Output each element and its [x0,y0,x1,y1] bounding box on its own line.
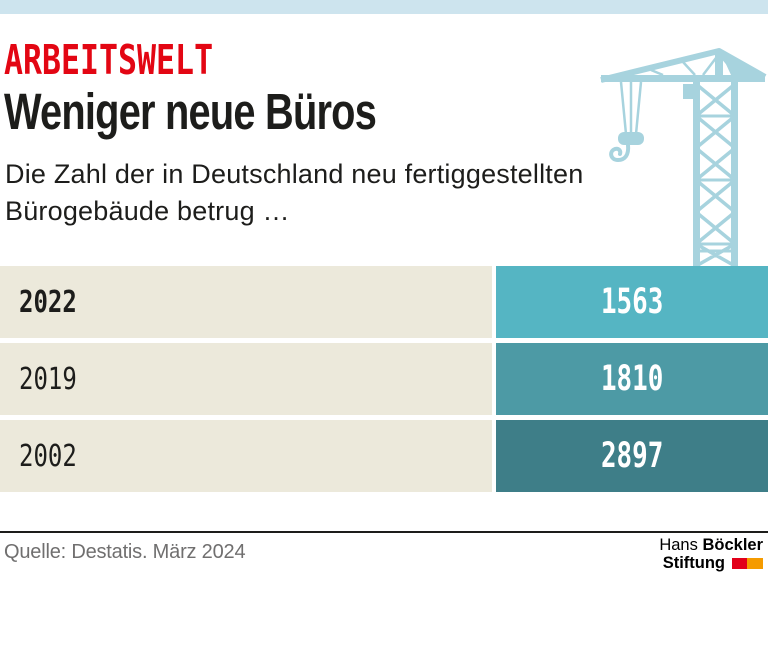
year-label-cell: 2019 [0,343,492,415]
logo-color-mark-icon [732,557,763,569]
kicker-text: ARBEITSWELT [4,36,214,84]
value-bar: 1563 [496,266,768,338]
page-title-text: Weniger neue Büros [4,83,377,140]
bar-value: 2897 [600,436,664,476]
bar-chart: 2022 1563 2019 1810 2002 2897 [0,266,768,497]
value-bar: 1810 [496,343,768,415]
subtitle: Die Zahl der in Deutschland neu fertigge… [5,156,583,230]
value-bar: 2897 [496,420,768,492]
chart-row-2002: 2002 2897 [0,420,768,492]
hans-boeckler-stiftung-logo: Hans Böckler Stiftung [659,536,763,572]
construction-crane-icon [600,48,767,266]
page-title: Weniger neue Büros [4,83,481,140]
bar-value: 1810 [600,359,664,399]
year-label-cell: 2022 [0,266,492,338]
logo-red-block [732,557,747,569]
logo-name-bold: Böckler [702,536,763,554]
logo-name-line: Hans Böckler [659,536,763,554]
chart-row-2019: 2019 1810 [0,343,768,415]
kicker-label: ARBEITSWELT [4,36,276,84]
bar-value: 1563 [600,282,664,322]
subtitle-line2: Bürogebäude betrug … [5,196,290,226]
chart-row-2022: 2022 1563 [0,266,768,338]
logo-stiftung-line: Stiftung [659,554,763,572]
year-label: 2019 [19,361,77,397]
year-label: 2002 [19,438,77,474]
year-label-cell: 2002 [0,420,492,492]
logo-orange-block [747,557,763,569]
subtitle-line1: Die Zahl der in Deutschland neu fertigge… [5,159,584,189]
year-label: 2022 [19,284,77,320]
logo-name-regular: Hans [659,536,698,554]
footer-divider [0,531,768,533]
top-accent-bar [0,0,768,14]
source-note: Quelle: Destatis. März 2024 [4,541,246,563]
logo-stiftung-text: Stiftung [662,554,725,572]
